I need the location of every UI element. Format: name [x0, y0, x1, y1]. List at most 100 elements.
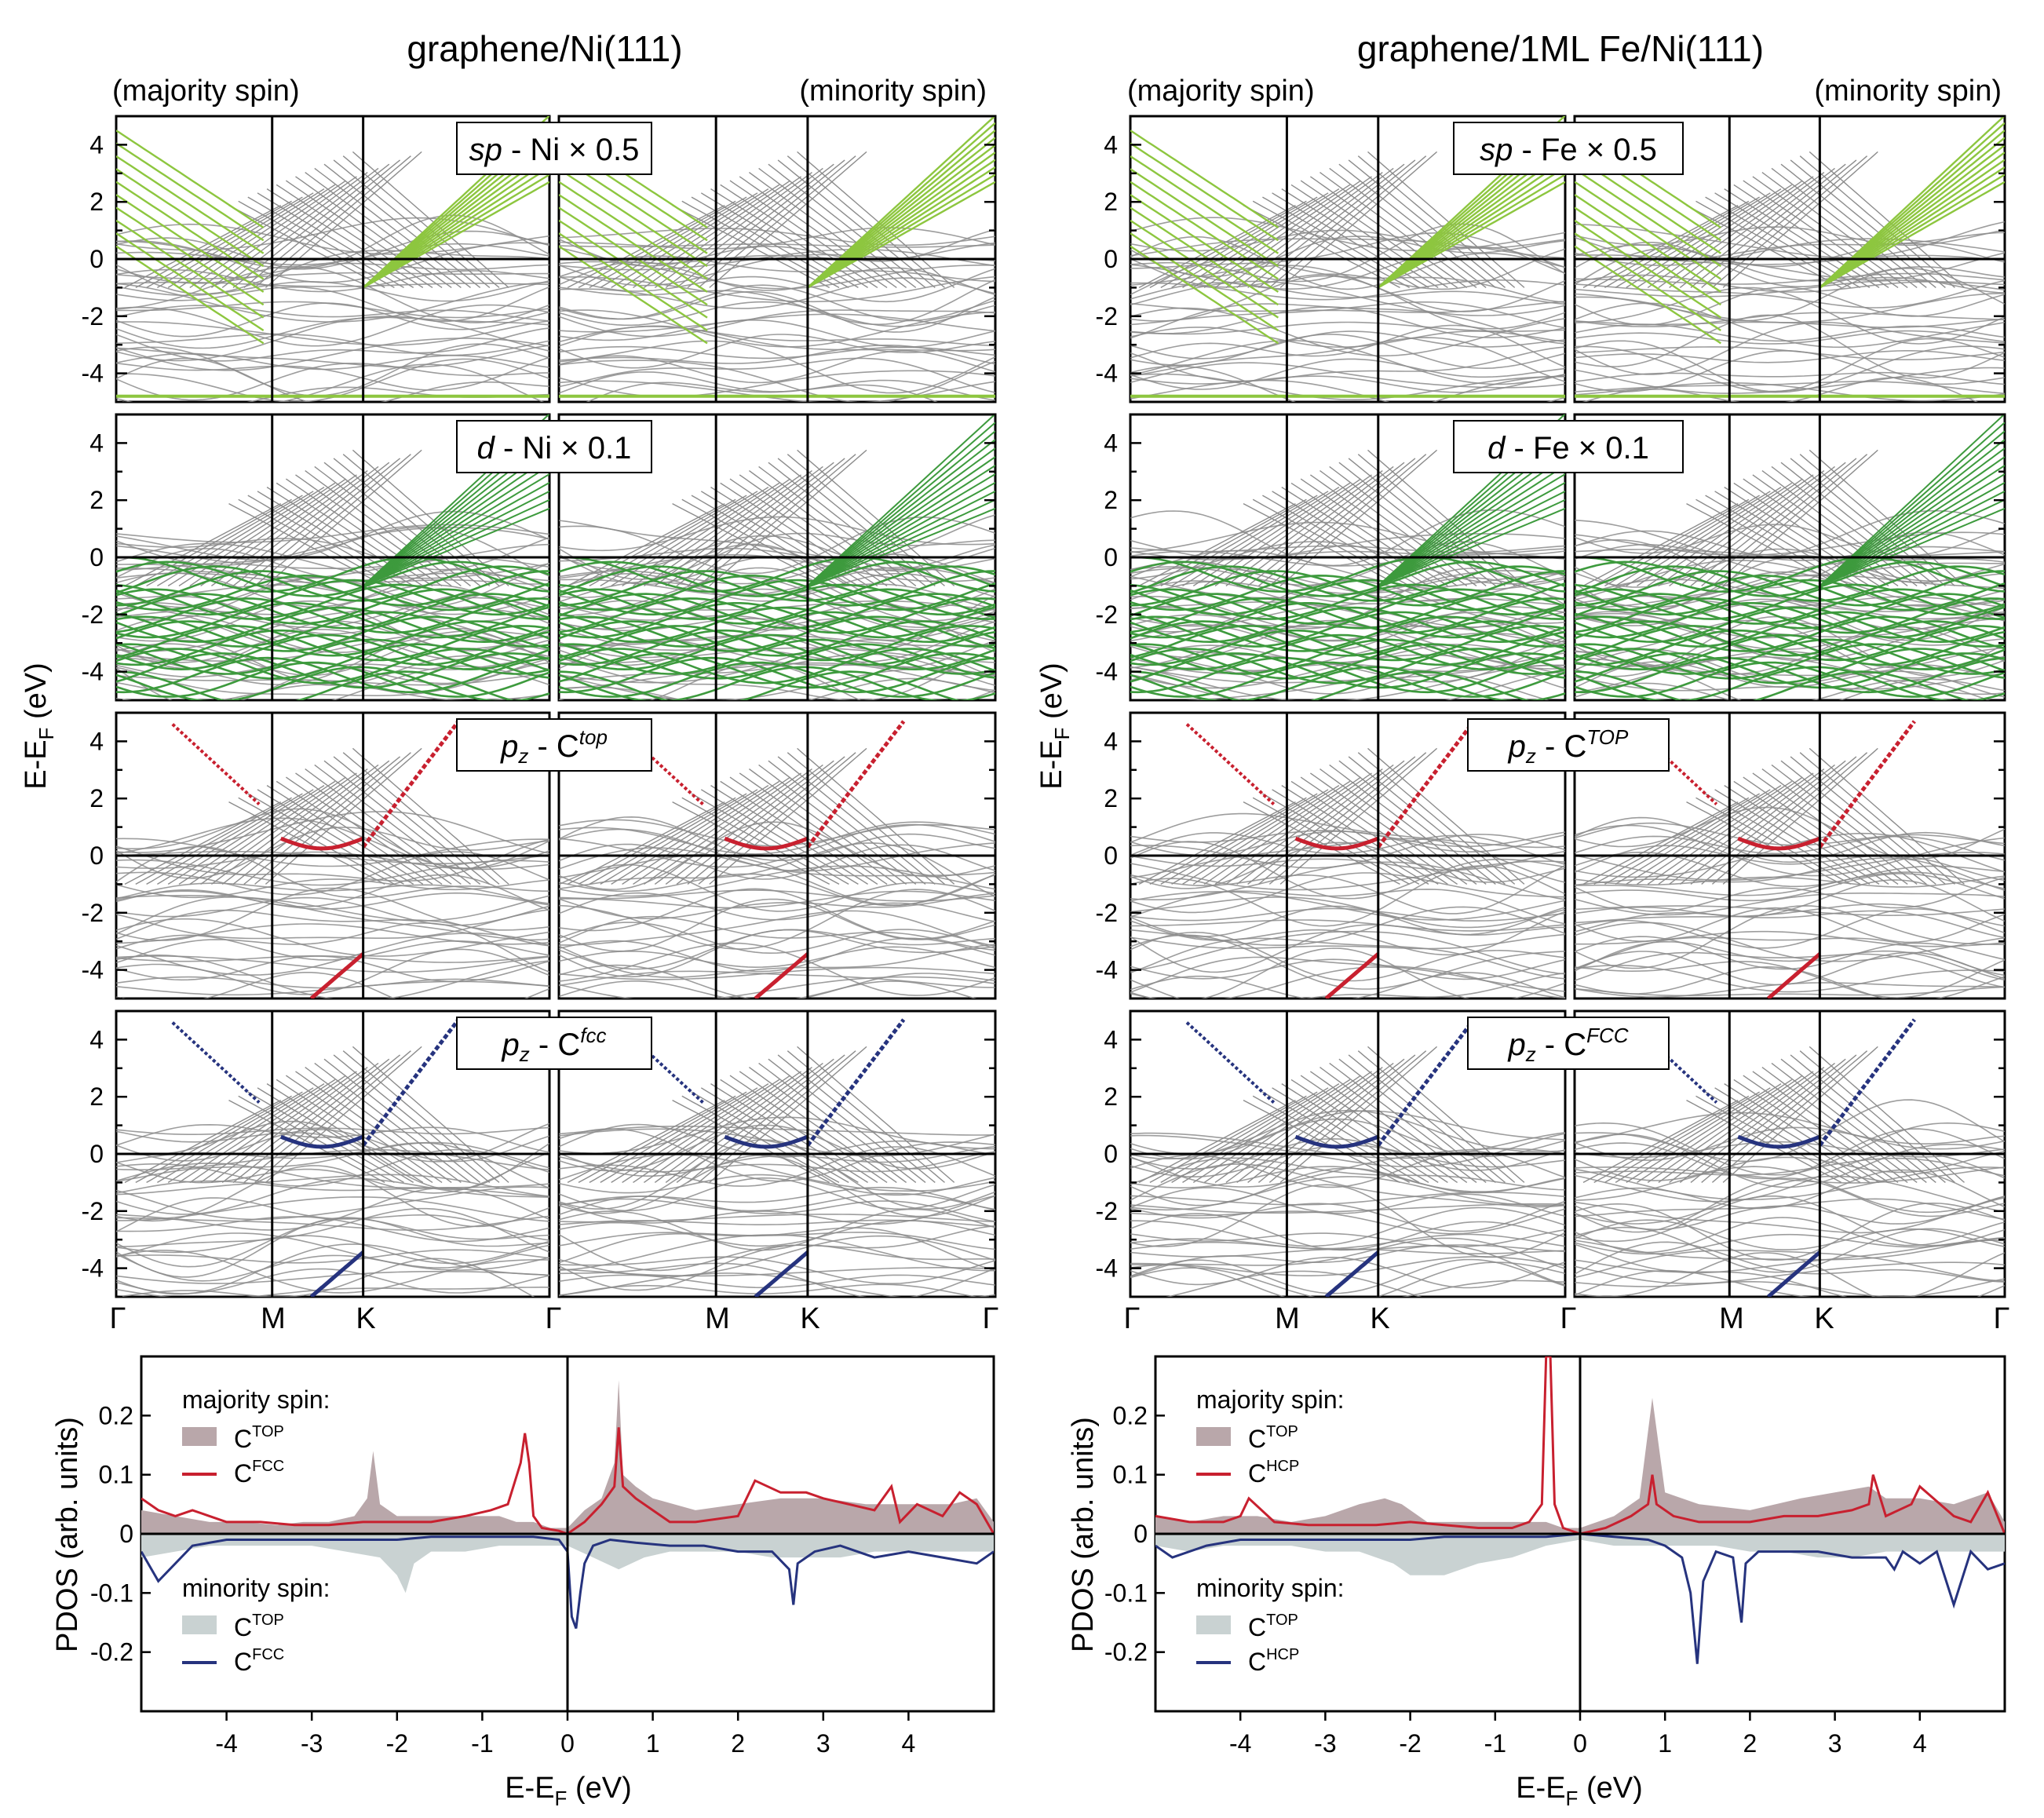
projected-band: [1130, 588, 1565, 625]
projected-band: [559, 602, 995, 639]
left-panel-pz-fcc-label: pz - Cfcc: [502, 1024, 607, 1066]
x-tick-label: 1: [1658, 1729, 1672, 1758]
band-line: [1761, 470, 1918, 586]
band-line: [1130, 334, 1565, 370]
x-tick-label: -2: [386, 1729, 408, 1758]
band-line: [589, 196, 747, 289]
band-line: [333, 458, 491, 586]
legend-item: CTOP: [234, 1612, 284, 1641]
projected-band: [1766, 1250, 1822, 1297]
band-line: [157, 789, 314, 885]
band-line: [1575, 951, 2005, 986]
band-line: [1575, 1219, 2005, 1250]
y-tick-label: -0.2: [90, 1638, 133, 1666]
projected-band: [1575, 181, 1721, 280]
band-line: [1575, 816, 2005, 863]
band-line: [1130, 872, 1565, 914]
kpoint-label: M: [261, 1302, 286, 1335]
y-tick-label: -0.2: [1104, 1638, 1148, 1666]
projected-band: [724, 836, 808, 851]
band-line: [146, 793, 303, 885]
band-line: [1160, 196, 1318, 289]
band-line: [116, 1235, 549, 1265]
band-line: [116, 363, 545, 402]
band-line: [116, 896, 549, 926]
band-line: [1575, 338, 2005, 392]
projected-band: [1130, 661, 1565, 698]
band-line: [116, 343, 549, 396]
y-tick-label: -4: [1096, 956, 1118, 984]
projected-band: [116, 661, 549, 698]
band-line: [266, 785, 424, 885]
band-line: [228, 801, 385, 885]
projected-band: [363, 465, 549, 587]
projected-band: [1378, 507, 1565, 587]
band-line: [1575, 1278, 2005, 1297]
projected-band: [807, 166, 995, 289]
band-line: [1329, 764, 1487, 885]
band-line: [314, 1062, 471, 1183]
band-line: [1575, 530, 2005, 561]
projected-band: [1819, 166, 2005, 289]
projected-band: [559, 168, 708, 268]
band-line: [135, 1095, 292, 1184]
band-line: [1575, 1126, 2005, 1161]
band-line: [748, 768, 907, 885]
projected-band: [361, 720, 461, 849]
band-line: [189, 478, 346, 586]
projected-band: [1378, 482, 1565, 587]
band-line: [1243, 502, 1400, 587]
y-tick-label: 4: [89, 429, 104, 457]
band-line: [1272, 1087, 1429, 1183]
right-column: graphene/1ML Fe/Ni(111) (majority spin) …: [1035, 28, 2009, 1335]
band-line: [720, 1079, 878, 1183]
projected-band: [1130, 570, 1565, 607]
band-line: [1695, 200, 1852, 289]
band-line: [633, 180, 791, 288]
legend-minority-title: minority spin:: [1196, 1574, 1345, 1602]
band-line: [1192, 482, 1351, 586]
y-tick-label: -2: [1096, 1197, 1118, 1225]
band-line: [116, 808, 549, 870]
band-line: [567, 1099, 725, 1184]
band-line: [228, 204, 385, 289]
band-line: [1575, 247, 2005, 294]
projected-band: [116, 597, 549, 634]
band-line: [681, 200, 840, 289]
band-line: [1290, 482, 1448, 586]
band-line: [1626, 1083, 1782, 1183]
band-line: [1130, 217, 1565, 252]
band-line: [352, 449, 509, 586]
band-line: [116, 1197, 549, 1241]
x-tick-label: -1: [471, 1729, 493, 1758]
projected-band: [1575, 656, 2005, 694]
projected-band: [1819, 447, 2005, 587]
band-line: [116, 1165, 549, 1228]
band-line: [1309, 1071, 1468, 1183]
legend-swatch: [1196, 1615, 1231, 1634]
band-line: [1309, 474, 1468, 586]
band-line: [1130, 580, 1565, 605]
band-line: [333, 1054, 491, 1183]
band-line: [1348, 1054, 1506, 1183]
band-line: [1182, 785, 1340, 885]
band-line: [1575, 622, 2005, 667]
band-line: [1647, 1075, 1803, 1183]
band-line: [1575, 314, 2005, 379]
band-line: [739, 1071, 897, 1183]
band-line: [1761, 1067, 1918, 1183]
band-line: [124, 1099, 282, 1184]
projected-band: [1575, 625, 2005, 662]
projected-band: [1819, 430, 2005, 587]
right-panel-pz-fcc: pz - CFCC: [1129, 1009, 2006, 1298]
band-line: [672, 204, 830, 289]
band-line: [1130, 1256, 1565, 1289]
band-line: [739, 772, 897, 885]
y-tick-label: -4: [82, 956, 104, 984]
right-minority-label: (minority spin): [1814, 75, 2002, 108]
band-line: [1290, 184, 1448, 288]
y-tick-label: -0.1: [1104, 1579, 1148, 1607]
band-line: [758, 167, 917, 288]
band-line: [1790, 159, 1946, 288]
band-line: [276, 780, 433, 885]
